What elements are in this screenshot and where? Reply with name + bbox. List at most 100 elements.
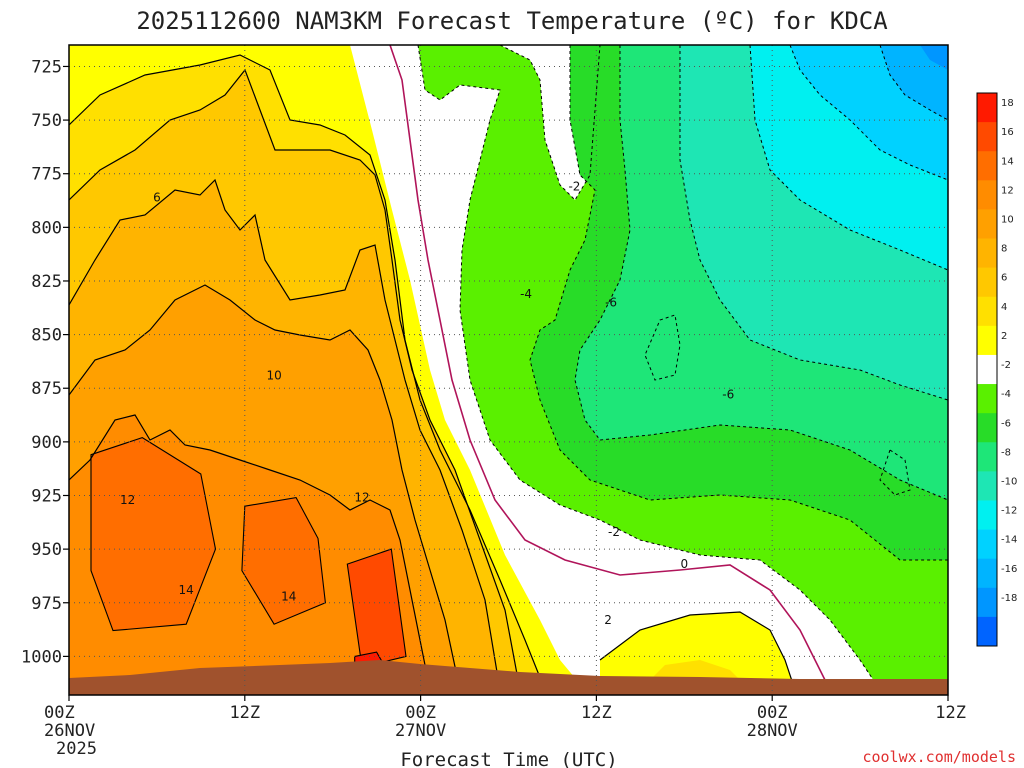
colorbar-swatch xyxy=(977,267,997,298)
contour-line-2-surface xyxy=(599,611,796,691)
contour-line-minus-2 xyxy=(417,45,881,691)
x-axis-label: Forecast Time (UTC) xyxy=(400,749,617,768)
y-tick-label: 750 xyxy=(31,111,62,131)
contour-label: 0 xyxy=(680,557,688,571)
cold-contour-lines xyxy=(417,45,948,691)
colorbar-tick-label: -2 xyxy=(1001,360,1011,371)
y-tick-label: 825 xyxy=(31,272,62,292)
credit-link[interactable]: coolwx.com/models xyxy=(862,748,1016,766)
x-tick-label: 12Z xyxy=(229,703,260,723)
colorbar-swatch xyxy=(977,238,997,269)
y-tick-label: 725 xyxy=(31,57,62,77)
colorbar-swatch xyxy=(977,209,997,240)
colorbar-tick-label: 4 xyxy=(1001,302,1007,313)
colorbar-tick-label: -12 xyxy=(1001,506,1017,517)
contour-line-0 xyxy=(389,45,831,691)
contour-label: 12 xyxy=(120,493,135,507)
y-tick-label: 800 xyxy=(31,218,62,238)
contour-line-minus-14 xyxy=(879,45,948,121)
contour-line-minus-8 xyxy=(679,45,948,401)
x-tick-label: 12Z xyxy=(581,703,612,723)
x-tick-label: 00Z xyxy=(757,703,788,723)
contour-label: 12 xyxy=(354,491,369,505)
colorbar-swatch xyxy=(977,587,997,618)
contour-line-10 xyxy=(69,284,461,691)
band-temp-below-minus-14 xyxy=(880,45,948,120)
colorbar-frame xyxy=(976,92,998,647)
band-temp-2-to-4-surface xyxy=(600,612,795,690)
contour-line-8 xyxy=(69,178,501,691)
x-tick-label: 12Z xyxy=(935,703,966,723)
contour-line-minus-4 xyxy=(529,45,948,561)
colorbar-swatch xyxy=(977,93,997,123)
colorbar-swatch xyxy=(977,325,997,356)
contour-line-4 xyxy=(69,54,546,691)
warm-contour-lines xyxy=(69,54,796,691)
chart-title: 2025112600 NAM3KM Forecast Temperature (… xyxy=(136,7,888,35)
x-tick-date: 27NOV xyxy=(395,721,446,741)
colorbar-swatch xyxy=(977,529,997,560)
contour-label: -6 xyxy=(722,388,734,402)
plot-area: 6 10 12 12 14 14 -2 -4 -6 -6 -2 0 2 xyxy=(69,45,948,695)
colorbar-tick-label: 14 xyxy=(1001,156,1014,167)
y-tick-label: 900 xyxy=(31,433,62,453)
y-tick-label: 850 xyxy=(31,326,62,346)
contour-line-minus-12 xyxy=(789,45,948,181)
colorbar-tick-label: 8 xyxy=(1001,244,1007,255)
y-axis-ticks: 725 750 775 800 825 850 875 900 925 950 975 1000 xyxy=(21,57,69,667)
contour-label: 6 xyxy=(153,190,161,204)
colorbar-swatch xyxy=(977,151,997,181)
colorbar-tick-label: 12 xyxy=(1001,185,1014,196)
band-temp-below-minus-16 xyxy=(920,45,948,70)
colorbar-tick-label: 2 xyxy=(1001,331,1007,342)
colorbar-tick-label: -18 xyxy=(1001,593,1017,604)
y-tick-label: 875 xyxy=(31,379,62,399)
colorbar-tick-label: 10 xyxy=(1001,215,1014,226)
colorbar-tick-label: -14 xyxy=(1001,535,1017,546)
contour-line-minus-6 xyxy=(574,45,948,501)
colorbar-swatch xyxy=(977,500,997,531)
warm-core-regions xyxy=(90,436,407,679)
colorbar-tick-label: -10 xyxy=(1001,476,1017,487)
x-tick-year: 2025 xyxy=(56,739,97,759)
colorbar-swatch xyxy=(977,384,997,414)
colorbar-swatch xyxy=(977,616,997,647)
contour-label: -2 xyxy=(608,525,620,539)
colorbar-swatch xyxy=(977,180,997,210)
colorbar-tick-label: -6 xyxy=(1001,418,1011,429)
contour-label: 14 xyxy=(179,583,194,597)
y-tick-label: 975 xyxy=(31,594,62,614)
colorbar-tick-label: -16 xyxy=(1001,564,1017,575)
contour-label: 2 xyxy=(604,613,612,627)
colorbar-tick-label: 6 xyxy=(1001,273,1007,284)
y-tick-label: 775 xyxy=(31,165,62,185)
plot-frame xyxy=(68,44,949,696)
colorbar-swatch xyxy=(977,122,997,152)
y-tick-label: 925 xyxy=(31,486,62,506)
grid-lines xyxy=(69,45,948,695)
contour-line-minus-10 xyxy=(749,45,948,271)
terrain-surface xyxy=(69,660,948,695)
x-tick-date: 28NOV xyxy=(747,721,798,741)
x-tick-label: 00Z xyxy=(405,703,436,723)
contour-label: -2 xyxy=(568,180,580,194)
colorbar: 18 16 14 12 10 8 6 4 2 -2 -4 -6 -8 -10 -12 -14 -16 -18 xyxy=(976,92,1017,647)
contour-label: -4 xyxy=(520,287,532,301)
y-tick-label: 950 xyxy=(31,540,62,560)
contour-labels: 6 10 12 12 14 14 -2 -4 -6 -6 -2 0 2 xyxy=(120,180,734,627)
region-temp-ge-14-mid xyxy=(241,496,326,625)
contour-label: 14 xyxy=(281,589,296,603)
contour-line-12 xyxy=(69,414,431,691)
colorbar-swatch xyxy=(977,558,997,589)
contour-label: -6 xyxy=(605,295,617,309)
x-tick-date: 26NOV xyxy=(44,721,95,741)
colorbar-swatch xyxy=(977,354,997,385)
colorbar-tick-label: 18 xyxy=(1001,98,1014,109)
colorbar-swatch xyxy=(977,413,997,443)
region-temp-ge-16-mid xyxy=(346,548,407,668)
contour-label: 10 xyxy=(266,368,281,382)
contour-line-minus-8-pocket2 xyxy=(879,449,911,496)
y-tick-label: 1000 xyxy=(21,647,62,667)
colorbar-tick-label: -8 xyxy=(1001,447,1011,458)
